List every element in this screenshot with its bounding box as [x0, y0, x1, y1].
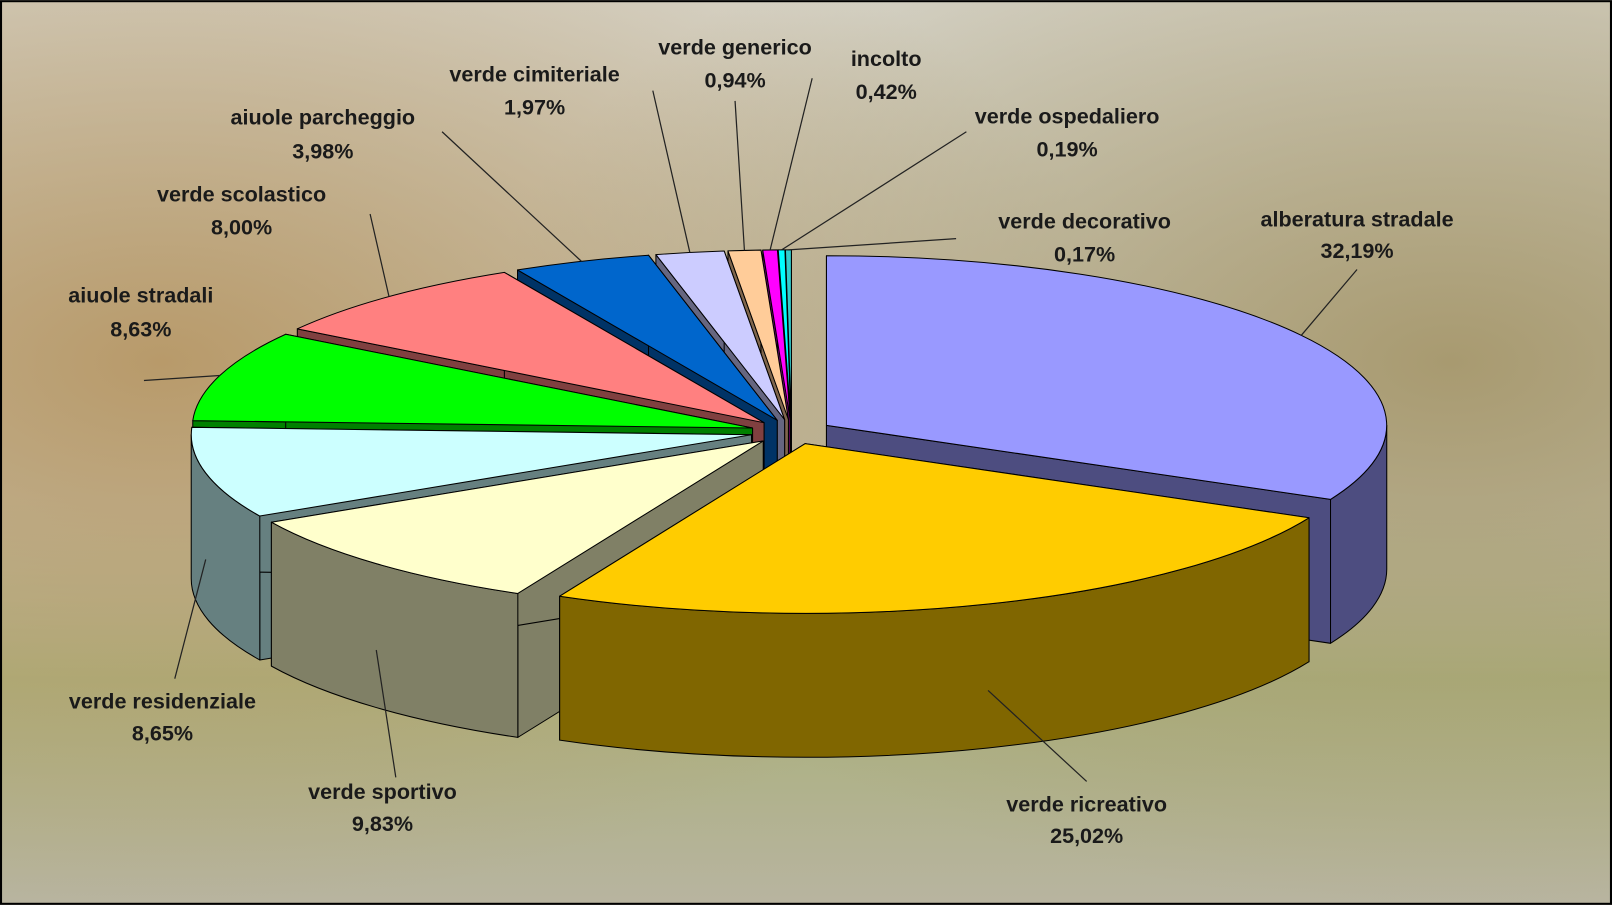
leader-line [788, 238, 957, 251]
slice [825, 255, 1388, 500]
slice-label: incolto [851, 46, 922, 71]
slice-value-label: 0,94% [704, 68, 765, 93]
slice-label: verde cimiteriale [449, 61, 619, 86]
slice [190, 426, 753, 517]
slice [296, 271, 765, 424]
leader-line [369, 213, 390, 297]
slice-label: verde decorativo [998, 208, 1171, 233]
leader-line [174, 559, 207, 679]
slice-label: verde residenziale [69, 688, 256, 713]
leader-line [441, 131, 582, 262]
slice [727, 249, 789, 421]
slice [777, 249, 792, 421]
slice-value-label: 8,65% [132, 720, 193, 745]
slice-value-label: 8,63% [110, 316, 171, 341]
slice-value-label: 25,02% [1050, 823, 1123, 848]
slice [559, 443, 1310, 614]
slice-label: verde scolastico [157, 182, 326, 207]
slice-label: aiuole parcheggio [230, 105, 415, 130]
slice-value-label: 32,19% [1320, 238, 1393, 263]
leader-line [1300, 269, 1358, 336]
leader-line [987, 689, 1088, 782]
slice-value-label: 0,42% [856, 79, 917, 104]
slice-label: verde generico [658, 35, 812, 60]
slice [270, 440, 764, 594]
slice-label: verde ricreativo [1006, 791, 1167, 816]
slice-label: verde sportivo [308, 779, 457, 804]
slice [655, 250, 786, 421]
slice-value-label: 3,98% [292, 138, 353, 163]
slice-value-label: 1,97% [504, 94, 565, 119]
slice-label: verde ospedaliero [975, 104, 1160, 129]
slice-label: alberatura stradale [1260, 206, 1453, 231]
leader-line [769, 78, 813, 251]
leader-line [734, 100, 746, 251]
leader-line [375, 649, 397, 778]
leader-line [143, 374, 220, 382]
slice-value-label: 8,00% [211, 215, 272, 240]
leader-line [781, 131, 967, 251]
leader-line [652, 90, 691, 253]
slice-value-label: 0,17% [1054, 241, 1115, 266]
slice-value-label: 9,83% [352, 811, 413, 836]
slice-label: aiuole stradali [68, 282, 213, 307]
slice-value-label: 0,19% [1037, 136, 1098, 161]
